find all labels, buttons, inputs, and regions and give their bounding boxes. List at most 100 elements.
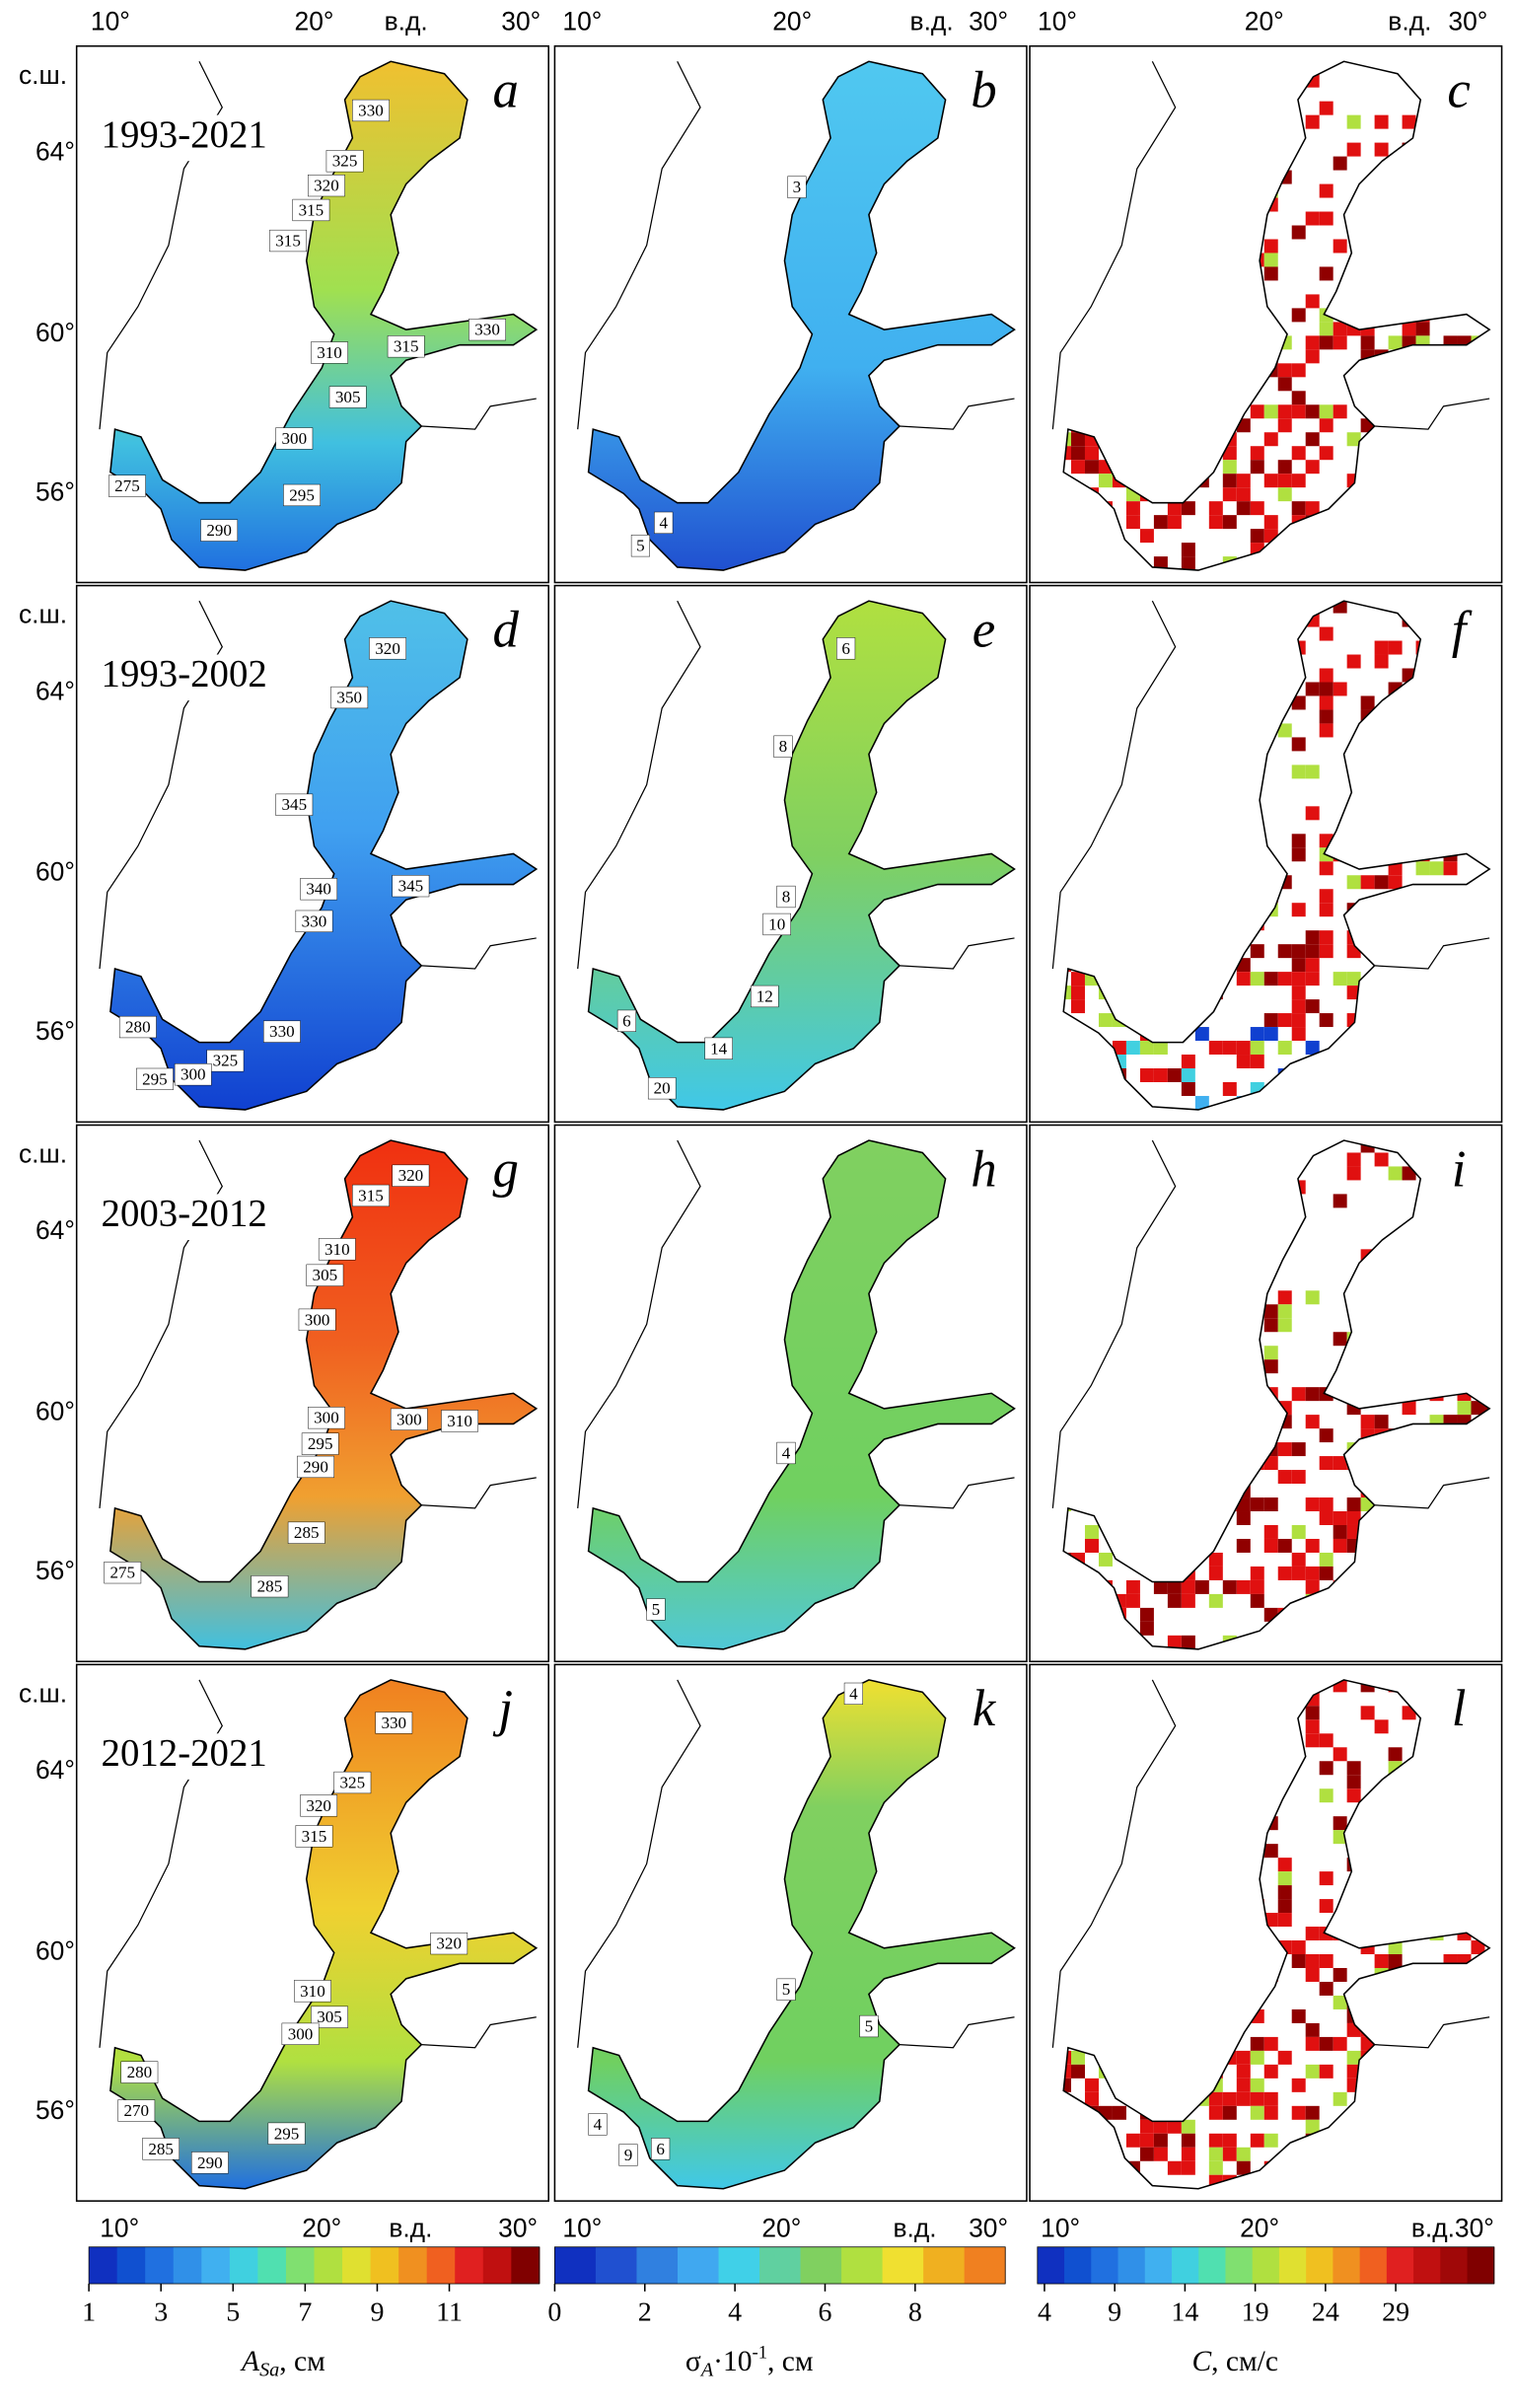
speed-cell <box>1112 2105 1126 2120</box>
contour-label: 270 <box>123 2101 149 2120</box>
colorbar-swatch <box>636 2246 679 2285</box>
contour-label-bg <box>300 1794 338 1817</box>
speed-cell <box>1291 1524 1306 1539</box>
speed-cell <box>1333 1456 1347 1471</box>
speed-cell <box>1305 765 1320 779</box>
contour-label: 20 <box>654 1079 671 1098</box>
bottom-axis-label: 20° <box>761 2214 801 2243</box>
speed-cell <box>1250 972 1264 986</box>
contour-label-bg <box>294 1980 331 2003</box>
speed-cell <box>1291 765 1306 779</box>
speed-cell <box>1319 1566 1334 1580</box>
speed-cell <box>1319 335 1334 350</box>
speed-cell <box>1236 1579 1251 1594</box>
speed-cell <box>1305 1967 1320 1982</box>
speed-cell <box>1277 418 1292 433</box>
coastline <box>899 2016 1015 2049</box>
left-axis-label: 60° <box>36 318 75 347</box>
panel-letter: c <box>1447 62 1470 119</box>
contour-label-bg <box>190 2152 229 2174</box>
speed-cell <box>1374 654 1389 669</box>
speed-cell <box>1388 1747 1403 1762</box>
coastline <box>99 600 223 970</box>
speed-cell <box>1333 1967 1347 1982</box>
speed-cell <box>1333 322 1347 336</box>
contour-label: 285 <box>257 1577 283 1596</box>
speed-cell <box>1153 2119 1168 2134</box>
speed-cell <box>1236 2064 1251 2079</box>
speed-cell <box>1250 2036 1264 2051</box>
speed-cell <box>1222 2147 1237 2161</box>
sea-outline <box>587 1679 1016 2190</box>
speed-cell <box>1250 2078 1264 2092</box>
left-axis-label: с.ш. <box>19 1139 67 1169</box>
contour-label: 280 <box>127 2063 153 2081</box>
sea-field <box>1063 61 1490 571</box>
contour-label: 285 <box>148 2140 174 2158</box>
title-part: C <box>1191 2346 1211 2377</box>
colorbar-swatch <box>923 2246 966 2285</box>
contour-label: 310 <box>300 1982 325 2001</box>
speed-cell <box>1139 2133 1154 2148</box>
speed-cell <box>1236 1041 1251 1056</box>
speed-cell <box>1305 1706 1320 1720</box>
speed-cell <box>1236 501 1251 516</box>
speed-cell <box>1333 1511 1347 1525</box>
left-axis-label: с.ш. <box>19 600 67 629</box>
speed-cell <box>1208 2091 1223 2106</box>
speed-cell <box>1305 1041 1320 1056</box>
speed-cell <box>1319 322 1334 336</box>
speed-cell <box>1305 2119 1320 2134</box>
colorbar-swatch <box>554 2246 597 2285</box>
colorbar-swatch <box>1252 2246 1280 2285</box>
colorbar-swatch <box>342 2246 372 2285</box>
speed-cell <box>1319 1981 1334 1996</box>
speed-cell <box>1319 183 1334 198</box>
speed-cell <box>1125 1579 1140 1594</box>
panel-letter: i <box>1452 1140 1467 1198</box>
speed-cell <box>1236 1511 1251 1525</box>
contour-label-bg <box>776 885 796 909</box>
colorbar-swatch <box>759 2246 802 2285</box>
speed-cell <box>1277 723 1292 738</box>
colorbar-swatch <box>229 2246 258 2285</box>
sea-outline <box>587 60 1016 571</box>
speed-cell <box>1139 529 1154 544</box>
bottom-axis-label: 30° <box>969 2214 1008 2243</box>
colorbar-swatch <box>1386 2246 1414 2285</box>
speed-cell <box>1250 1566 1264 1580</box>
speed-cell <box>1319 101 1334 115</box>
contour-label: 325 <box>332 152 358 171</box>
colorbar-tick-label: 24 <box>1312 2298 1339 2328</box>
contour-label: 280 <box>125 1018 151 1037</box>
contour-label-bg <box>120 2061 159 2083</box>
colorbar-swatch <box>285 2246 315 2285</box>
speed-cell <box>1333 1816 1347 1831</box>
speed-cell <box>1305 2036 1320 2051</box>
bottom-axis-label: в.д. <box>389 2214 432 2243</box>
contour-label: 4 <box>594 2115 603 2134</box>
colorbar-swatch <box>1171 2246 1199 2285</box>
left-axis-label: 60° <box>36 857 75 887</box>
speed-cell <box>1305 972 1320 986</box>
speed-cell <box>1333 239 1347 254</box>
contour-label-bg <box>117 2099 156 2122</box>
contour-label-bg <box>352 99 390 122</box>
coastline <box>899 1477 1015 1509</box>
title-part: Sa <box>259 2359 279 2380</box>
contour-label-bg <box>301 1432 339 1455</box>
speed-cell <box>1194 1579 1209 1594</box>
bottom-axis-label: в.д.30° <box>1411 2214 1494 2243</box>
speed-cell <box>1305 501 1320 516</box>
colorbar-swatch <box>145 2246 175 2285</box>
contour-label-bg <box>328 386 367 408</box>
speed-cell <box>1263 253 1278 267</box>
colorbar-tick-label: 11 <box>436 2298 463 2328</box>
speed-cell <box>1208 1566 1223 1580</box>
speed-cell <box>1291 737 1306 752</box>
speed-cell <box>1263 1359 1278 1374</box>
colorbar-swatch <box>1117 2246 1146 2285</box>
speed-cell <box>1263 1497 1278 1512</box>
